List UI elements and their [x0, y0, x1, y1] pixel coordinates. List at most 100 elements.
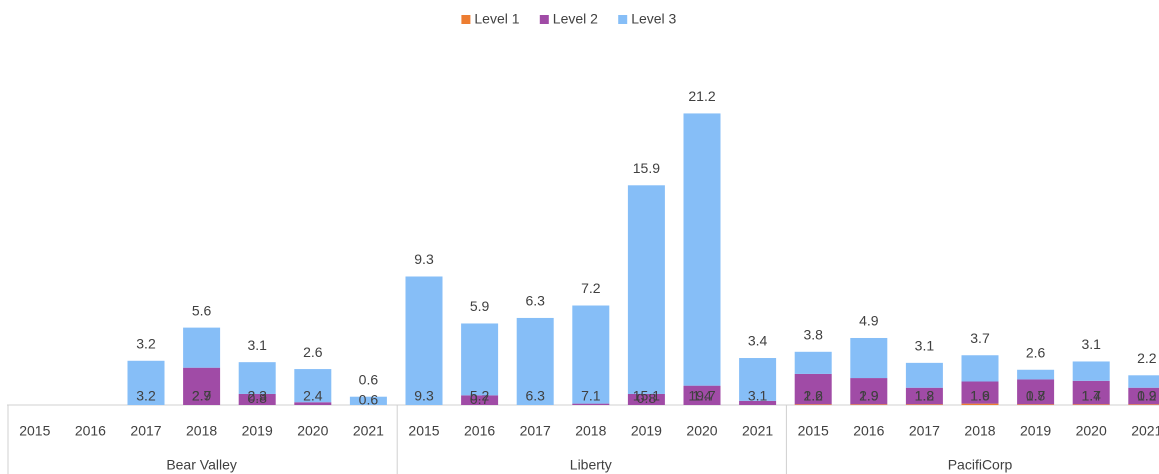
data-label: 1.2: [915, 388, 935, 404]
bar-segment: [1072, 404, 1110, 405]
data-label: 9.3: [414, 388, 434, 404]
bar-segment: [739, 400, 777, 405]
bar-segment: [516, 317, 554, 405]
data-label: 2.4: [303, 388, 323, 404]
bar-segment: [961, 403, 999, 405]
total-label: 21.2: [688, 88, 715, 104]
total-label: 3.1: [915, 338, 935, 354]
total-label: 5.9: [470, 298, 490, 314]
legend-label: Level 2: [553, 11, 598, 27]
x-tick-label: 2019: [631, 423, 662, 439]
bar-segment: [850, 337, 888, 379]
legend-label: Level 1: [474, 11, 519, 27]
bar-segment: [238, 393, 276, 405]
legend-label: Level 3: [631, 11, 676, 27]
data-label: 1.7: [1081, 388, 1101, 404]
group-label: PacifiCorp: [948, 457, 1013, 473]
x-tick-label: 2015: [798, 423, 829, 439]
x-tick-label: 2016: [464, 423, 495, 439]
bar-segment: [127, 360, 165, 405]
x-tick-label: 2018: [964, 423, 995, 439]
bar-segment: [183, 327, 221, 368]
total-label: 3.1: [1081, 336, 1101, 352]
legend-swatch: [539, 15, 549, 24]
data-label: 0.7: [1026, 388, 1046, 404]
legend-swatch: [618, 15, 628, 24]
bar-segment: [627, 185, 665, 394]
bar-segment: [794, 351, 832, 374]
data-label: 3.2: [136, 388, 156, 404]
data-label: 1.8: [915, 388, 935, 404]
data-label: 1.8: [1026, 388, 1046, 404]
total-label: 9.3: [414, 251, 434, 267]
data-label: 1.6: [970, 388, 990, 404]
x-tick-label: 2018: [186, 423, 217, 439]
bar-segment: [683, 385, 721, 405]
total-label: 3.4: [748, 333, 768, 349]
total-label: 3.2: [136, 335, 156, 351]
group-label: Liberty: [570, 457, 612, 473]
total-label: 3.1: [247, 337, 267, 353]
bar-segment: [961, 381, 999, 404]
total-label: 0.6: [359, 371, 379, 387]
bar-segment: [739, 358, 777, 401]
bar-segment: [294, 402, 332, 405]
x-tick-label: 2020: [1076, 423, 1107, 439]
x-tick-label: 2015: [408, 423, 439, 439]
bar-segment: [1128, 387, 1159, 405]
x-tick-label: 2015: [19, 423, 50, 439]
x-tick-label: 2017: [520, 423, 551, 439]
data-label: 0.9: [1137, 388, 1157, 404]
x-tick-label: 2019: [1020, 423, 1051, 439]
legend-swatch: [461, 15, 471, 24]
bar-segment: [572, 305, 610, 404]
bar-segment: [294, 369, 332, 403]
data-label: 2.9: [192, 388, 212, 404]
data-label: 0.6: [359, 392, 379, 408]
bar-segment: [1128, 404, 1159, 405]
total-label: 7.2: [581, 280, 601, 296]
x-tick-label: 2016: [853, 423, 884, 439]
data-label: 15.1: [633, 388, 660, 404]
bar-segment: [905, 387, 943, 405]
bar-segment: [349, 396, 387, 405]
x-tick-label: 2016: [75, 423, 106, 439]
data-label: 0.8: [247, 390, 267, 406]
bar-segment: [1072, 361, 1110, 381]
data-label: 1.6: [803, 388, 823, 404]
data-label: 3.1: [748, 388, 768, 404]
bar-segment: [794, 373, 832, 405]
x-tick-label: 2020: [686, 423, 717, 439]
bar-segment: [238, 362, 276, 394]
total-label: 15.9: [633, 160, 660, 176]
bar-segment: [572, 403, 610, 405]
bar-segment: [1072, 380, 1110, 405]
x-tick-label: 2019: [242, 423, 273, 439]
data-label: 19.7: [688, 388, 715, 404]
x-tick-label: 2017: [909, 423, 940, 439]
bar-segment: [961, 355, 999, 382]
bar-segment: [794, 404, 832, 405]
total-label: 2.6: [303, 344, 323, 360]
data-label: 7.1: [581, 388, 601, 404]
x-tick-label: 2018: [575, 423, 606, 439]
x-tick-label: 2017: [130, 423, 161, 439]
data-label: 1.4: [692, 388, 712, 404]
total-label: 5.6: [192, 302, 212, 318]
bar-segment: [905, 404, 943, 405]
data-label: 2.9: [859, 388, 879, 404]
total-label: 6.3: [525, 293, 545, 309]
x-tick-label: 2020: [297, 423, 328, 439]
data-label: 2.3: [247, 388, 267, 404]
bar-segment: [1017, 404, 1055, 405]
data-label: 5.2: [470, 388, 490, 404]
bar-segment: [683, 113, 721, 386]
group-label: Bear Valley: [166, 457, 237, 473]
data-label: 1.9: [970, 388, 990, 404]
total-label: 4.9: [859, 313, 879, 329]
total-label: 2.2: [1137, 350, 1157, 366]
bar-segment: [461, 395, 499, 405]
bar-segment: [405, 276, 443, 405]
data-label: 2.2: [803, 388, 823, 404]
